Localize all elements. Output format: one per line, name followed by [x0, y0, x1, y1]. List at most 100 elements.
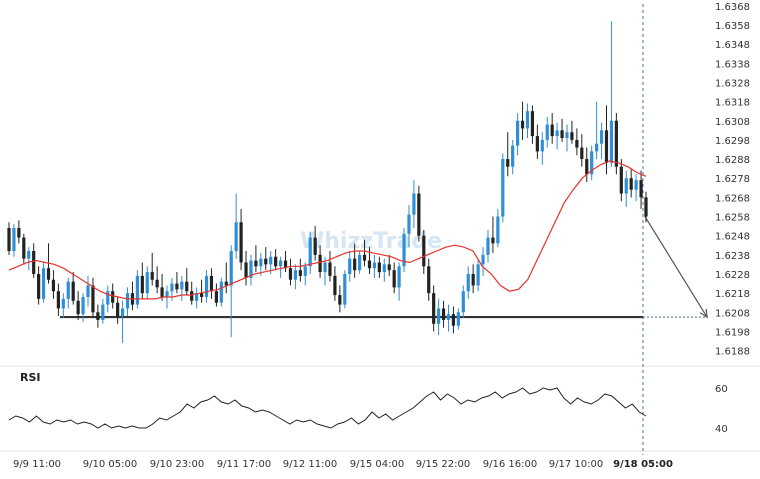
candle [560, 118, 564, 142]
candle [160, 273, 164, 301]
candle-body [101, 304, 105, 320]
candle-body [219, 281, 223, 303]
candle [17, 220, 21, 244]
candle-body [7, 228, 11, 251]
candle-body [165, 291, 169, 297]
candle [609, 21, 614, 167]
candle [407, 205, 411, 248]
candle-body [550, 124, 554, 137]
candle-body [41, 268, 46, 299]
candle-body [362, 254, 367, 261]
candle [27, 247, 31, 271]
candle-body [244, 262, 248, 278]
candle-body [204, 275, 209, 297]
candle-body [116, 302, 120, 317]
candle [471, 264, 475, 294]
candle [259, 252, 263, 276]
candle [392, 262, 396, 294]
price-tick-label: 1.6238 [715, 251, 750, 262]
candle-body [195, 293, 199, 301]
candle-body [51, 279, 56, 292]
candle-body [624, 178, 628, 194]
candle-body [511, 145, 515, 167]
current-time-label: 9/18 05:00 [613, 459, 673, 470]
x-tick-label: 9/15 04:00 [350, 459, 404, 470]
candle-body [525, 111, 530, 129]
candle-body [125, 293, 130, 309]
candle [614, 113, 618, 175]
candle-body [639, 180, 643, 198]
candle [432, 285, 436, 332]
price-tick-label: 1.6328 [715, 78, 750, 89]
candle-body [12, 228, 16, 251]
candle-body [441, 308, 446, 320]
candle-body [432, 293, 436, 324]
candle-body [91, 285, 95, 313]
candle-body [353, 258, 357, 271]
candle [190, 281, 194, 305]
candle-body [437, 308, 441, 324]
candle-body [461, 291, 465, 313]
candle [51, 270, 56, 299]
candle [476, 258, 480, 292]
candle-body [46, 268, 51, 280]
candle-body [190, 291, 194, 301]
candle [333, 266, 337, 301]
candle [130, 281, 135, 311]
candle [249, 254, 253, 286]
candle [402, 228, 406, 273]
candle [599, 122, 604, 160]
candle [580, 134, 584, 167]
candle-body [308, 237, 312, 267]
candle [437, 298, 441, 336]
candle-body [599, 130, 604, 144]
candle [96, 304, 100, 328]
candle-body [456, 312, 460, 326]
candle-body [66, 281, 70, 299]
candle [353, 243, 357, 278]
candle-body [412, 193, 416, 215]
candle-body [372, 262, 377, 269]
candle-body [170, 283, 174, 292]
candle-body [367, 260, 372, 269]
candle-body [185, 281, 189, 292]
candle-body [293, 270, 298, 280]
candle [624, 170, 628, 207]
projection-arrow-line [644, 216, 708, 318]
candle-body [180, 281, 184, 290]
candle [214, 283, 218, 307]
candle-body [22, 237, 26, 259]
layer-axes: 1.6188 1.6198 1.6208 1.6218 1.6228 1.6238 1.62… [13, 2, 750, 470]
candle [530, 105, 535, 144]
price-tick-label: 1.6308 [715, 117, 750, 128]
candle-body [520, 120, 525, 129]
candle-body [604, 130, 609, 163]
candle-body [229, 250, 233, 286]
candle-body [471, 273, 475, 286]
x-tick-label: 9/12 11:00 [283, 459, 337, 470]
candle-body [71, 281, 75, 301]
candle [516, 113, 520, 156]
candle [387, 254, 391, 276]
candle [293, 264, 298, 290]
candle-body [634, 180, 638, 190]
price-tick-label: 1.6268 [715, 193, 750, 204]
candle-body [540, 139, 544, 152]
candle-body [318, 254, 322, 273]
candle-body [575, 139, 579, 148]
candle-body [644, 197, 648, 217]
candle-body [496, 216, 500, 244]
candle-body [224, 281, 228, 286]
candle [501, 153, 505, 223]
candle [12, 224, 16, 257]
candle-body [283, 260, 288, 269]
candle-body [249, 260, 253, 278]
candle-body [150, 272, 154, 280]
candle [506, 132, 510, 177]
candle [619, 159, 623, 202]
candle [145, 266, 149, 299]
candle-body [96, 312, 100, 320]
svg-text:WhizzTrade: WhizzTrade [300, 229, 442, 254]
projection-arrow-head [699, 309, 708, 319]
